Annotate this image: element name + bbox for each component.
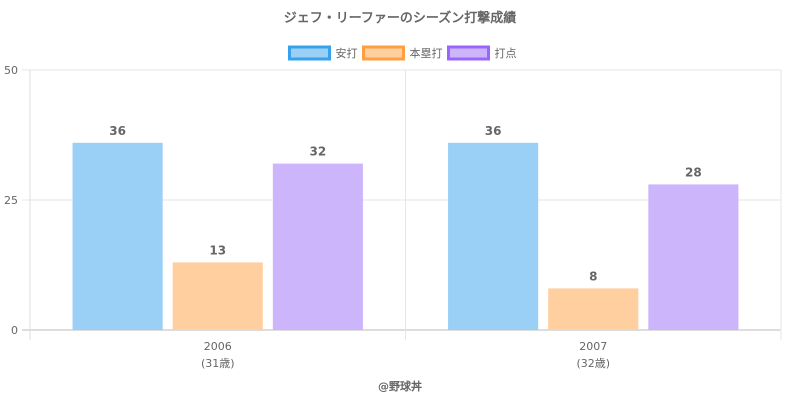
y-tick-label: 0	[11, 324, 18, 337]
bar-2007-1[interactable]	[448, 142, 539, 330]
y-axis: 0 25 50	[4, 64, 18, 337]
data-labels: 36 13 32 36 8 28	[109, 124, 701, 284]
legend-item-3[interactable]: 打点	[447, 45, 517, 61]
legend-item-1[interactable]: 安打	[288, 45, 358, 61]
legend-swatch	[288, 45, 331, 61]
x-tick-sublabel: (31歳)	[201, 357, 235, 370]
legend-label: 本塁打	[410, 46, 443, 60]
legend-swatch	[447, 45, 490, 61]
bar-2006-1[interactable]	[72, 142, 163, 330]
legend-label: 打点	[495, 46, 517, 60]
x-tick-sublabel: (32歳)	[576, 357, 610, 370]
legend-item-2[interactable]: 本塁打	[362, 45, 443, 61]
legend-swatch	[362, 45, 405, 61]
bar-2006-3[interactable]	[272, 163, 363, 330]
bar-2006-2[interactable]	[172, 262, 263, 330]
chart-title: ジェフ・リーファーのシーズン打撃成績	[284, 10, 517, 26]
x-tick-label: 2007	[579, 340, 607, 353]
bar-2007-3[interactable]	[648, 184, 739, 330]
data-label: 36	[485, 124, 502, 138]
data-label: 8	[589, 269, 597, 283]
bars	[72, 142, 739, 330]
credit-text: @野球丼	[378, 379, 422, 393]
bar-2007-2[interactable]	[548, 288, 639, 330]
x-axis: 2006 (31歳) 2007 (32歳)	[201, 340, 610, 370]
data-label: 13	[209, 243, 226, 257]
x-tick-label: 2006	[204, 340, 232, 353]
data-label: 32	[310, 145, 327, 159]
data-label: 36	[109, 124, 126, 138]
data-label: 28	[685, 165, 702, 179]
legend-label: 安打	[336, 46, 358, 60]
y-tick-label: 25	[4, 194, 18, 207]
legend[interactable]: 安打 本塁打 打点	[288, 45, 517, 61]
y-tick-label: 50	[4, 64, 18, 77]
